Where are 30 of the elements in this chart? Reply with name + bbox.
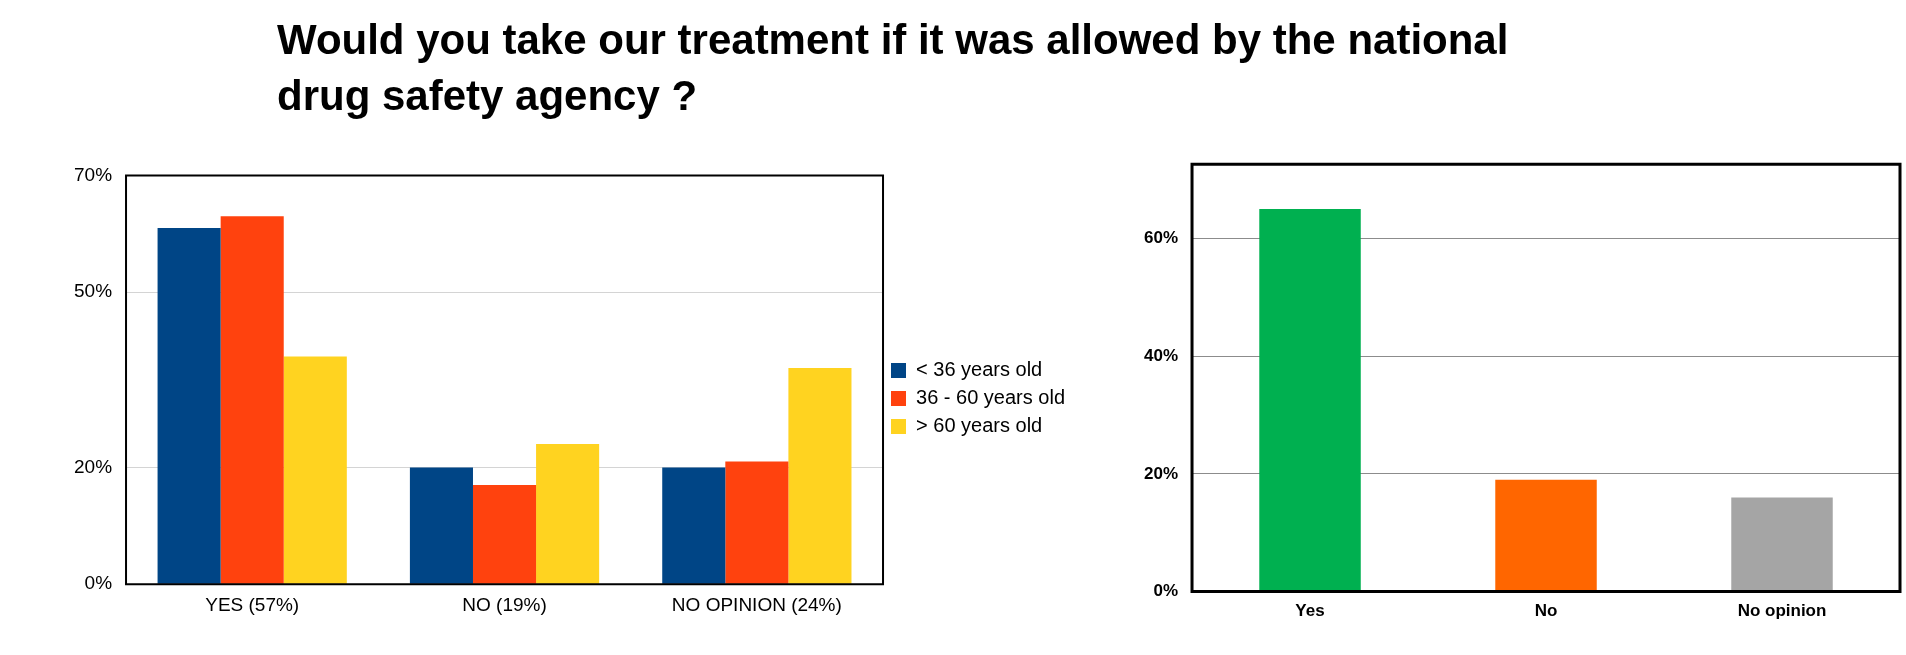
bar [157, 227, 221, 584]
bar [1259, 208, 1361, 592]
x-tick-label: NO (19%) [462, 593, 547, 615]
x-tick-label: No opinion [1737, 601, 1827, 621]
bar [472, 484, 537, 584]
y-tick-label: 40% [1143, 345, 1179, 365]
bar [662, 467, 726, 584]
legend-label: 36 - 60 years old [916, 386, 1066, 409]
x-tick-label: Yes [1295, 601, 1325, 621]
y-tick-label: 60% [1143, 228, 1179, 248]
y-tick-label: 20% [1143, 463, 1179, 483]
bar [283, 356, 347, 584]
bar [536, 444, 600, 584]
x-tick-label: No [1534, 601, 1558, 621]
bar [409, 467, 473, 584]
bar [220, 216, 284, 584]
y-tick-label: 50% [74, 280, 113, 302]
x-tick-label: YES (57%) [205, 593, 300, 615]
legend-label: > 60 years old [916, 414, 1043, 437]
bar [1495, 479, 1597, 592]
bar [1731, 497, 1833, 592]
bar [788, 368, 852, 584]
legend-label: < 36 years old [916, 358, 1043, 381]
bar [725, 461, 789, 584]
y-tick-label: 0% [84, 572, 113, 594]
x-tick-label: NO OPINION (24%) [671, 593, 842, 615]
y-tick-label: 20% [74, 455, 113, 477]
chart-title: Would you take our treatment if it was allowed by the national drug safety agency ? [277, 15, 1510, 121]
y-tick-label: 70% [74, 163, 113, 185]
y-tick-label: 0% [1153, 581, 1179, 601]
